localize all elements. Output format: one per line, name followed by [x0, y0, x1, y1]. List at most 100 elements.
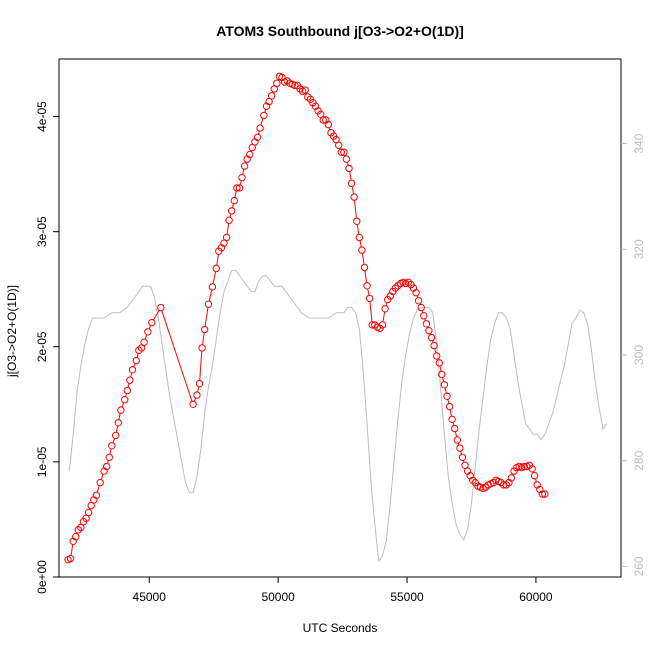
data-point [228, 207, 236, 215]
series-red-segment [204, 307, 209, 327]
data-point [148, 318, 156, 327]
data-point [433, 352, 441, 360]
series-red-segment [161, 310, 193, 402]
data-point [350, 193, 358, 201]
data-point [256, 124, 264, 132]
data-point [445, 402, 454, 411]
series-red-segment [434, 348, 437, 354]
data-point [301, 86, 309, 94]
data-point [233, 184, 241, 192]
series-red-segment [264, 109, 267, 113]
series-red-segment [346, 162, 349, 166]
series-red-segment [125, 393, 127, 397]
data-point [66, 554, 75, 563]
series-red-segment [439, 365, 442, 372]
series-red-segment [454, 431, 458, 438]
data-point [456, 444, 464, 452]
series-red-segment [232, 203, 234, 208]
data-point [435, 359, 443, 367]
data-point [420, 312, 428, 320]
data-point [448, 415, 456, 423]
series-red-segment [447, 399, 450, 404]
data-point [117, 406, 125, 414]
series-red-segment [361, 253, 365, 265]
x-tick-label: 55000 [390, 590, 424, 604]
data-point [538, 490, 547, 498]
data-point [365, 294, 374, 303]
series-red-segment [121, 402, 125, 408]
data-point [541, 490, 549, 498]
series-red-segment [226, 223, 230, 235]
series-red-segment [96, 485, 100, 493]
series-red-segment [260, 118, 264, 126]
series-red-segment [100, 473, 104, 480]
data-point [84, 508, 93, 517]
series-red-segment [234, 191, 237, 198]
series-red-segment [382, 311, 386, 322]
x-tick-label: 45000 [133, 590, 167, 604]
series-red-segment [212, 271, 217, 284]
y-axis-label: j[O3->O2+O(1D)] [5, 285, 19, 378]
data-point [502, 481, 510, 489]
data-point [345, 164, 353, 173]
data-point [371, 321, 379, 329]
series-red-segment [216, 254, 219, 266]
data-point [128, 366, 137, 374]
series-red-segment [367, 288, 370, 296]
data-point [195, 379, 204, 388]
data-point [208, 283, 217, 291]
data-point [319, 116, 327, 124]
series-red-segment [112, 438, 116, 443]
data-point [340, 148, 348, 156]
data-point [201, 325, 209, 334]
y-tick-label: 4e-05 [35, 101, 49, 132]
series-red-segment [242, 169, 245, 175]
data-point [430, 341, 438, 350]
data-point [260, 111, 268, 120]
data-point [225, 216, 233, 224]
data-point [240, 162, 249, 170]
data-point [189, 400, 197, 408]
series-red-segment [70, 544, 74, 556]
data-point [353, 217, 361, 226]
data-point [417, 303, 425, 312]
data-point [412, 289, 420, 297]
x-axis-label: UTC Seconds [303, 621, 378, 635]
series-red-segment [460, 451, 463, 455]
data-point [72, 533, 80, 541]
data-point [103, 462, 111, 471]
series-red-segment [359, 240, 362, 248]
series-red-segment [452, 422, 455, 426]
data-point [440, 381, 449, 389]
series-red-segment [148, 325, 152, 330]
series-red-segment [354, 200, 357, 219]
data-point [246, 150, 254, 159]
y-tick-label: 0e+00 [35, 560, 49, 594]
data-point [453, 436, 461, 444]
series-red-segment [442, 377, 445, 382]
data-point [126, 376, 134, 384]
data-point [230, 196, 239, 205]
series-red [64, 72, 549, 564]
data-point [74, 526, 83, 534]
series-red-segment [202, 332, 205, 345]
data-point [427, 333, 436, 342]
series-red-segment [130, 372, 133, 378]
data-point [404, 278, 412, 286]
data-point [132, 356, 141, 365]
series-red-segment [199, 351, 203, 381]
data-point [283, 77, 291, 85]
series-red-segment [356, 224, 360, 235]
series-red-segment [385, 302, 388, 306]
x-tick-label: 50000 [261, 590, 295, 604]
data-point [394, 282, 402, 290]
y2-tick-label: 320 [632, 239, 646, 259]
data-point [425, 327, 433, 335]
data-point [123, 386, 132, 395]
data-point [530, 472, 539, 480]
series-red-segment [449, 409, 452, 417]
series-red-segment [535, 478, 537, 482]
y-axis-left: 0e+00 1e-05 2e-05 3e-05 4e-05 [35, 101, 59, 594]
data-point [121, 396, 129, 404]
